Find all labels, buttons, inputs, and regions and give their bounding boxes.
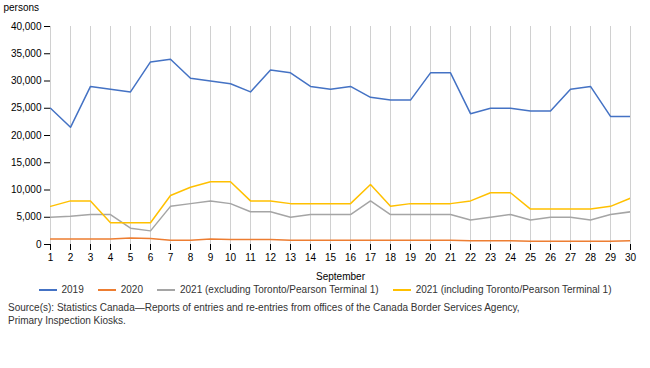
- svg-text:1: 1: [48, 252, 54, 263]
- svg-text:17: 17: [365, 252, 377, 263]
- svg-text:23: 23: [485, 252, 497, 263]
- svg-text:25,000: 25,000: [11, 102, 42, 113]
- svg-text:30: 30: [625, 252, 637, 263]
- svg-text:22: 22: [465, 252, 477, 263]
- svg-text:September: September: [316, 271, 366, 282]
- svg-text:5: 5: [128, 252, 134, 263]
- svg-text:18: 18: [385, 252, 397, 263]
- svg-text:11: 11: [245, 252, 256, 263]
- svg-text:14: 14: [305, 252, 317, 263]
- svg-text:15,000: 15,000: [11, 157, 42, 168]
- svg-text:0: 0: [36, 239, 42, 250]
- svg-text:20: 20: [425, 252, 437, 263]
- svg-text:4: 4: [108, 252, 114, 263]
- svg-text:8: 8: [188, 252, 194, 263]
- svg-text:6: 6: [148, 252, 154, 263]
- svg-text:26: 26: [545, 252, 557, 263]
- svg-text:19: 19: [405, 252, 417, 263]
- svg-text:9: 9: [208, 252, 214, 263]
- html-text:2021 (excluding Toronto/Pearso: 2021 (excluding Toronto/Pearson Terminal…: [180, 284, 379, 295]
- svg-text:24: 24: [505, 252, 517, 263]
- svg-text:13: 13: [285, 252, 297, 263]
- svg-text:10: 10: [225, 252, 237, 263]
- svg-text:30,000: 30,000: [11, 75, 42, 86]
- svg-text:7: 7: [168, 252, 174, 263]
- html-text:2019: 2019: [61, 284, 84, 295]
- html-text:2021 (including Toronto/Pearso: 2021 (including Toronto/Pearson Terminal…: [415, 284, 612, 295]
- svg-text:persons: persons: [4, 2, 40, 13]
- svg-text:15: 15: [325, 252, 337, 263]
- svg-text:20,000: 20,000: [11, 130, 42, 141]
- svg-text:27: 27: [565, 252, 577, 263]
- svg-text:16: 16: [345, 252, 357, 263]
- svg-text:21: 21: [445, 252, 457, 263]
- svg-text:28: 28: [585, 252, 597, 263]
- svg-text:35,000: 35,000: [11, 48, 42, 59]
- svg-text:3: 3: [88, 252, 94, 263]
- svg-text:5,000: 5,000: [16, 211, 41, 222]
- svg-text:29: 29: [605, 252, 617, 263]
- html-text:Source(s): Statistics Canada—R: Source(s): Statistics Canada—Reports of …: [8, 302, 520, 326]
- svg-text:12: 12: [265, 252, 277, 263]
- html-text:2020: 2020: [120, 284, 143, 295]
- svg-text:10,000: 10,000: [11, 184, 42, 195]
- svg-text:25: 25: [525, 252, 537, 263]
- svg-text:40,000: 40,000: [11, 21, 42, 32]
- svg-text:2: 2: [68, 252, 74, 263]
